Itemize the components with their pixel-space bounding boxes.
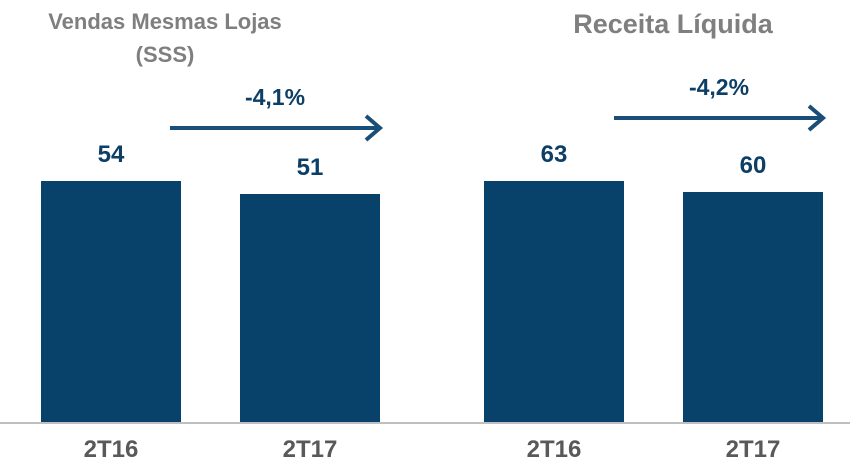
chart-title: Receita Líquida	[573, 9, 773, 39]
bar	[484, 181, 624, 422]
data-label: 54	[97, 141, 125, 168]
arrow	[614, 104, 827, 132]
data-label: 60	[739, 152, 767, 180]
x-tick-label: 2T17	[282, 436, 338, 463]
chart-title: Vendas Mesmas Lojas (SSS)	[48, 9, 282, 67]
arrow	[170, 114, 384, 142]
annotation: -4,1%	[244, 84, 306, 110]
x-tick-label: 2T16	[83, 436, 139, 463]
data-label: 51	[296, 154, 324, 182]
x-tick-label: 2T17	[725, 436, 781, 463]
x-tick-label: 2T16	[526, 436, 582, 463]
data-label: 63	[540, 141, 568, 168]
annotation: -4,2%	[688, 74, 750, 100]
baseline	[0, 422, 850, 424]
bar	[41, 181, 181, 422]
bar	[683, 192, 823, 422]
bar	[240, 194, 380, 422]
